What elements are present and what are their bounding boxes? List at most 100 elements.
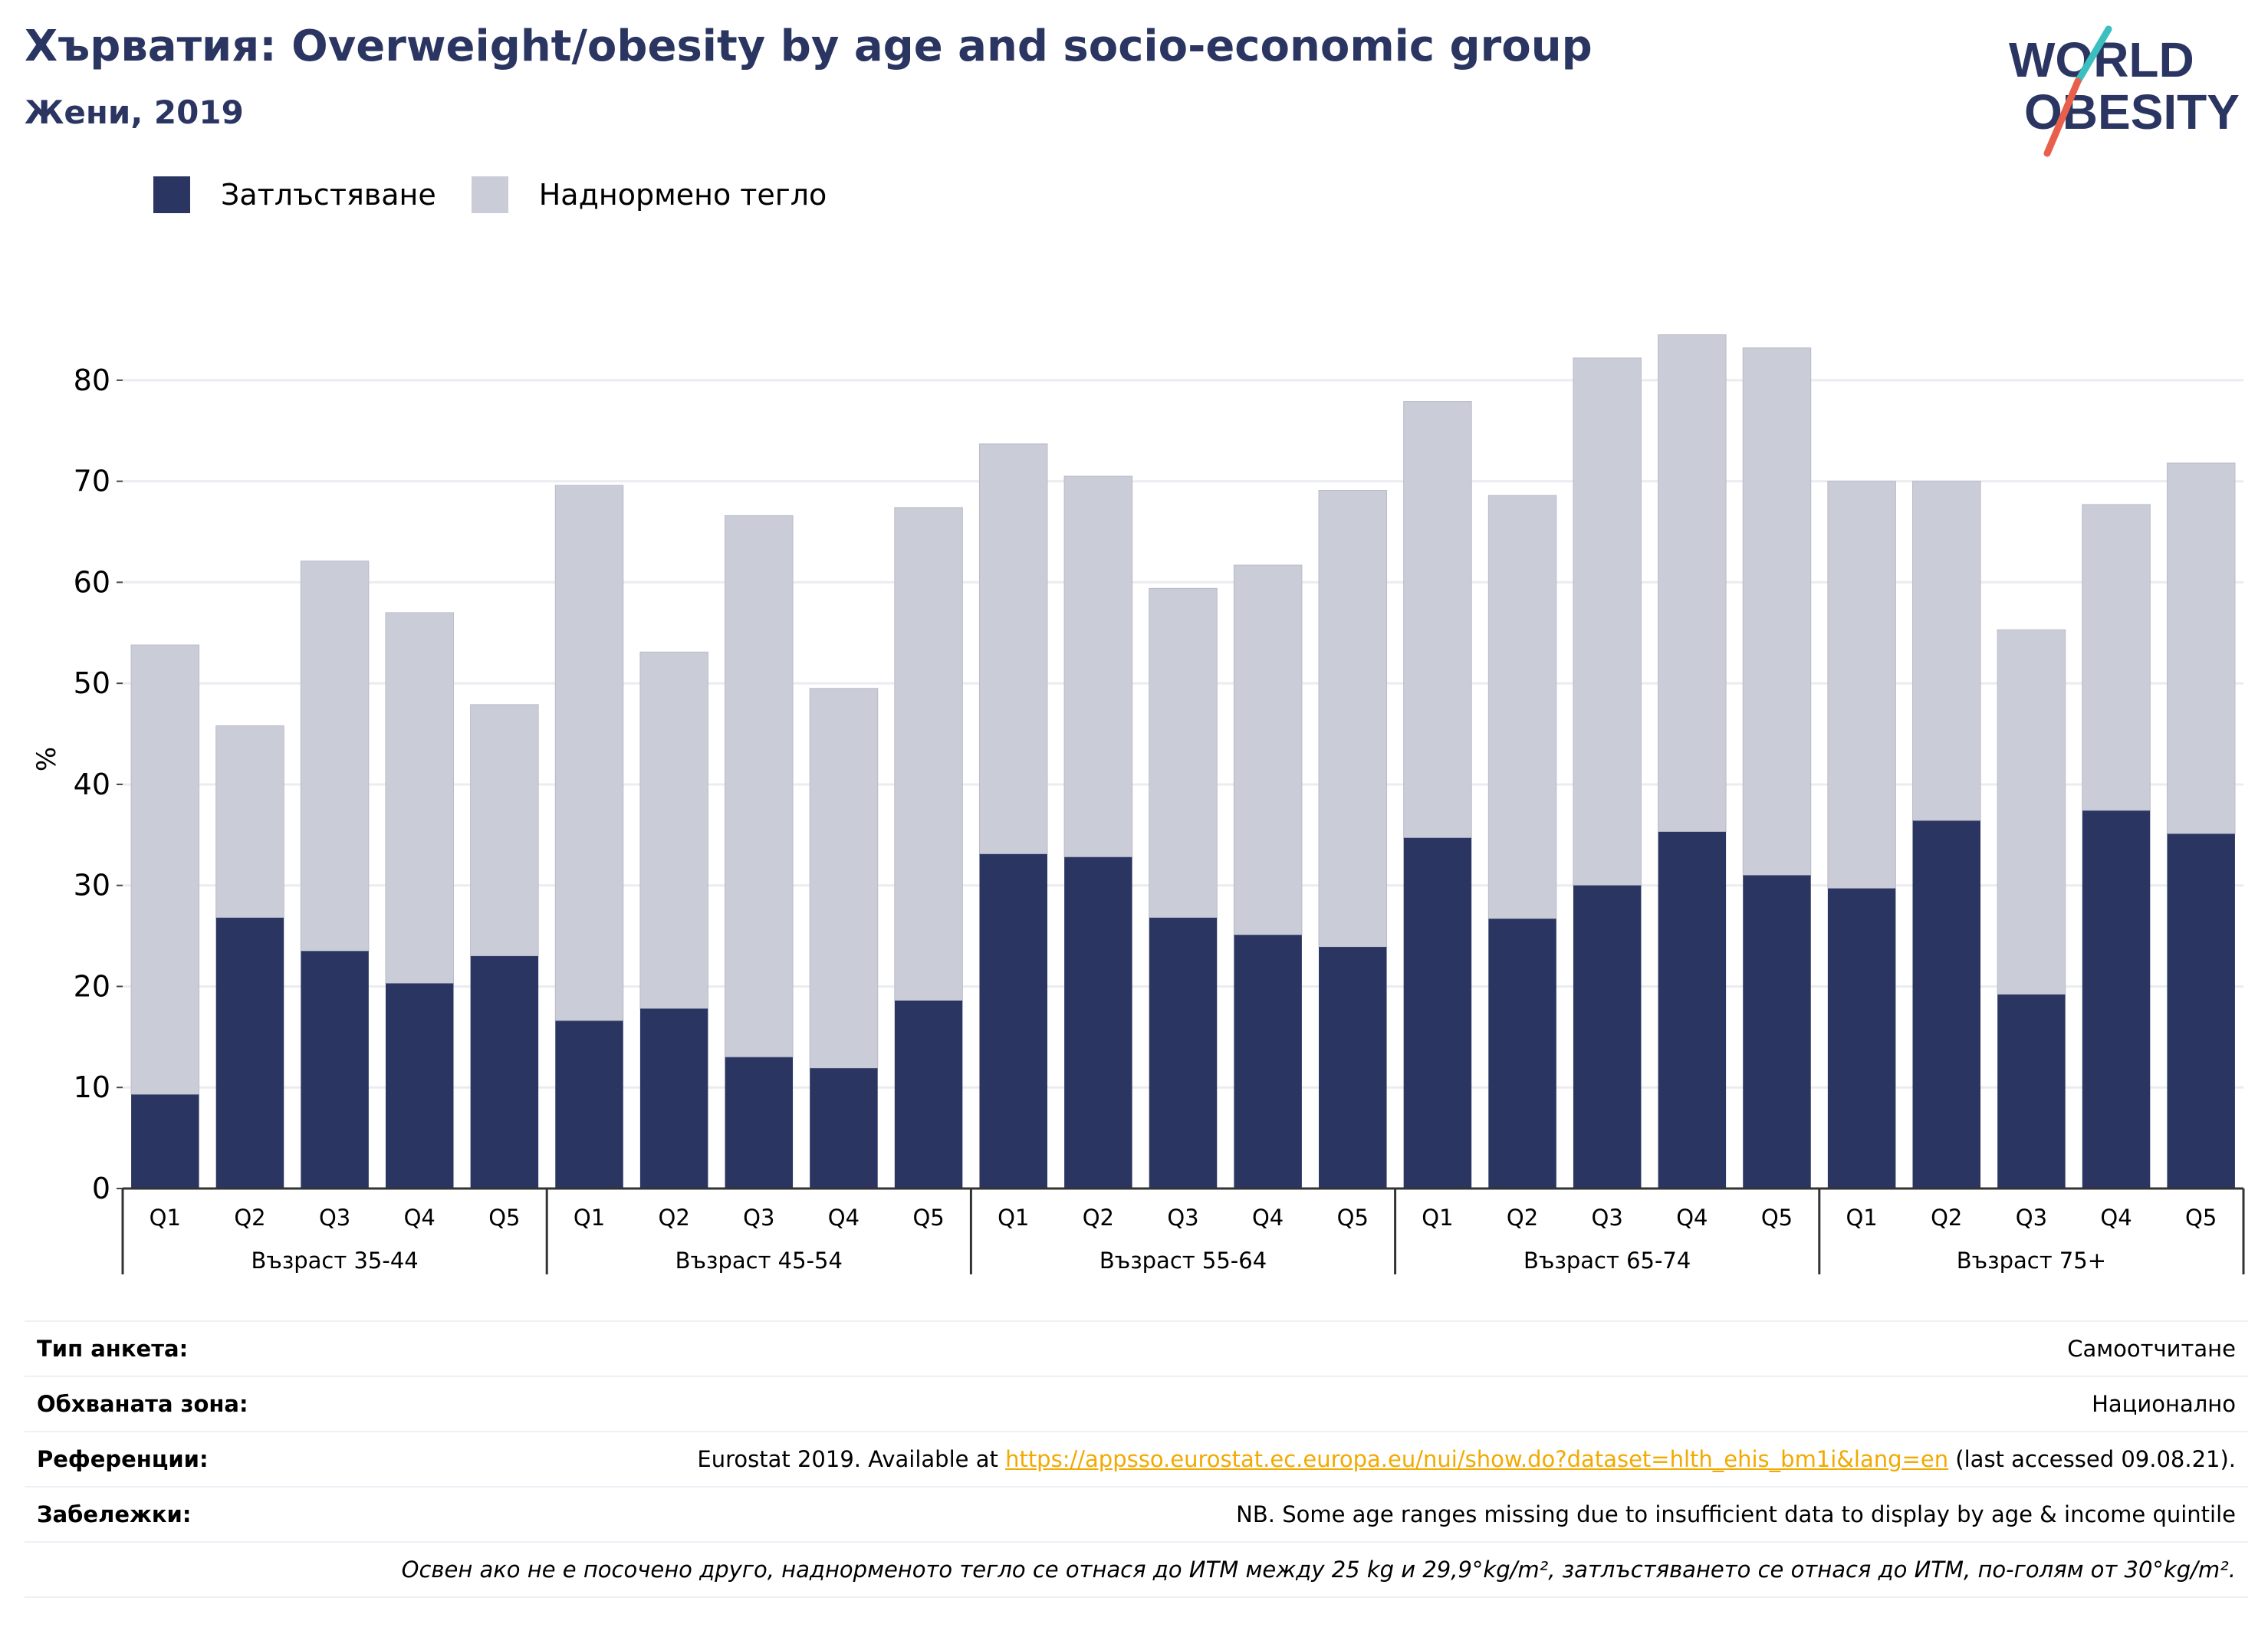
bar-obesity	[1319, 947, 1387, 1189]
bar-obesity	[1064, 856, 1132, 1189]
x-tick-label: Q3	[1592, 1205, 1623, 1231]
x-tick-label: Q2	[1083, 1205, 1114, 1231]
bar-obesity	[1658, 831, 1727, 1189]
y-tick-label: 80	[74, 363, 110, 397]
x-tick-label: Q1	[1846, 1205, 1877, 1231]
x-tick-label: Q1	[574, 1205, 605, 1231]
x-tick-label: Q1	[1422, 1205, 1453, 1231]
info-key: Тип анкета:	[37, 1336, 189, 1362]
bar-obesity	[1149, 917, 1218, 1189]
bar-overweight	[1742, 347, 1812, 876]
footnote-text: Освен ако не е посочено друго, наднормен…	[401, 1557, 2236, 1583]
x-tick-label: Q3	[319, 1205, 350, 1231]
y-tick-label: 20	[74, 969, 110, 1003]
bar-obesity	[810, 1068, 878, 1189]
info-row-coverage: Обхваната зона: Национално	[25, 1376, 2248, 1431]
bar-overweight	[1658, 334, 1727, 833]
bar-obesity	[215, 917, 284, 1189]
bar-overweight	[2082, 504, 2151, 811]
info-row-footnote: Освен ако не е посочено друго, наднормен…	[25, 1541, 2248, 1598]
bar-overweight	[1827, 481, 1896, 889]
x-tick-label: Q3	[743, 1205, 774, 1231]
x-tick-label: Q4	[2100, 1205, 2132, 1231]
info-row-notes: Забележки: NB. Some age ranges missing d…	[25, 1486, 2248, 1541]
x-tick-label: Q4	[1252, 1205, 1284, 1231]
y-tick-label: 70	[74, 465, 110, 498]
info-value: NB. Some age ranges missing due to insuf…	[1236, 1501, 2236, 1527]
bar-overweight	[2166, 462, 2236, 835]
x-tick-label: Q5	[2185, 1205, 2217, 1231]
bar-overweight	[1149, 587, 1218, 919]
chart-title: Хърватия: Overweight/obesity by age and …	[25, 21, 1593, 71]
info-value: Самоотчитане	[2067, 1336, 2236, 1362]
x-tick-label: Q2	[659, 1205, 690, 1231]
bar-overweight	[809, 688, 879, 1069]
info-row-survey-type: Тип анкета: Самоотчитане	[25, 1320, 2248, 1376]
x-tick-label: Q4	[404, 1205, 436, 1231]
bar-obesity	[555, 1021, 623, 1189]
x-tick-label: Q5	[1337, 1205, 1369, 1231]
x-tick-label: Q2	[234, 1205, 265, 1231]
x-tick-label: Q4	[828, 1205, 860, 1231]
bar-obesity	[131, 1094, 199, 1189]
bar-overweight	[1573, 357, 1642, 886]
x-tick-label: Q5	[912, 1205, 944, 1231]
bar-overweight	[978, 443, 1048, 855]
y-tick-label: 40	[74, 768, 110, 801]
bar-obesity	[2167, 833, 2235, 1189]
x-tick-label: Q1	[998, 1205, 1029, 1231]
bar-obesity	[1403, 837, 1472, 1189]
info-key: Референции:	[37, 1446, 209, 1472]
info-value: Национално	[2092, 1391, 2236, 1417]
bar-overweight	[725, 515, 794, 1058]
bar-obesity	[979, 853, 1047, 1189]
bar-obesity	[1912, 820, 1981, 1189]
bar-obesity	[725, 1057, 794, 1189]
bar-overweight	[215, 725, 284, 919]
legend-swatch-overweight	[471, 176, 508, 213]
x-tick-label: Q3	[1167, 1205, 1198, 1231]
bar-obesity	[470, 955, 539, 1189]
y-tick-label: 10	[74, 1070, 110, 1104]
chart-legend: Затлъстяване Наднормено тегло	[153, 176, 862, 213]
legend-swatch-obesity	[153, 176, 190, 213]
group-label: Възраст 75+	[1957, 1248, 2106, 1274]
bar-obesity	[1234, 935, 1302, 1189]
bar-obesity	[301, 951, 369, 1189]
y-tick-label: 60	[74, 565, 110, 599]
y-axis-label: %	[31, 747, 62, 771]
bar-overweight	[1318, 490, 1388, 948]
bar-overweight	[385, 612, 454, 985]
group-label: Възраст 35-44	[251, 1248, 418, 1274]
y-tick-label: 50	[74, 666, 110, 700]
bar-obesity	[639, 1008, 708, 1189]
reference-link[interactable]: https://appsso.eurostat.ec.europa.eu/nui…	[1005, 1446, 1949, 1472]
bar-overweight	[300, 561, 370, 952]
bar-overweight	[470, 704, 539, 957]
info-value: Eurostat 2019. Available at https://apps…	[697, 1446, 2236, 1472]
x-tick-label: Q4	[1676, 1205, 1708, 1231]
bar-overweight	[1063, 475, 1133, 858]
bar-overweight	[1233, 564, 1303, 935]
bar-obesity	[2082, 810, 2151, 1189]
bar-overweight	[1487, 495, 1557, 919]
bar-overweight	[1912, 481, 1981, 821]
group-label: Възраст 55-64	[1099, 1248, 1267, 1274]
info-key: Забележки:	[37, 1501, 192, 1527]
x-tick-label: Q2	[1507, 1205, 1538, 1231]
bar-obesity	[1827, 888, 1896, 1189]
bar-obesity	[1997, 995, 2066, 1189]
x-tick-label: Q5	[488, 1205, 520, 1231]
bar-obesity	[1488, 919, 1556, 1189]
group-label: Възраст 45-54	[675, 1248, 843, 1274]
x-tick-label: Q2	[1931, 1205, 1962, 1231]
legend-label-obesity: Затлъстяване	[221, 178, 436, 212]
bar-overweight	[1403, 401, 1472, 839]
bar-overweight	[1997, 629, 2066, 995]
bar-overweight	[130, 644, 200, 1095]
x-tick-label: Q3	[2016, 1205, 2047, 1231]
stacked-bar-chart: 0 10 20 30 40 50 60 70 80% Q1 Q2 Q3 Q4 Q5 Q1 Q2 Q3 Q4 Q5 Q1…	[31, 334, 2245, 1274]
info-table: Тип анкета: Самоотчитане Обхваната зона:…	[25, 1320, 2248, 1598]
world-obesity-logo: WORLD OBESITY	[2009, 25, 2240, 157]
bar-obesity	[385, 983, 454, 1189]
